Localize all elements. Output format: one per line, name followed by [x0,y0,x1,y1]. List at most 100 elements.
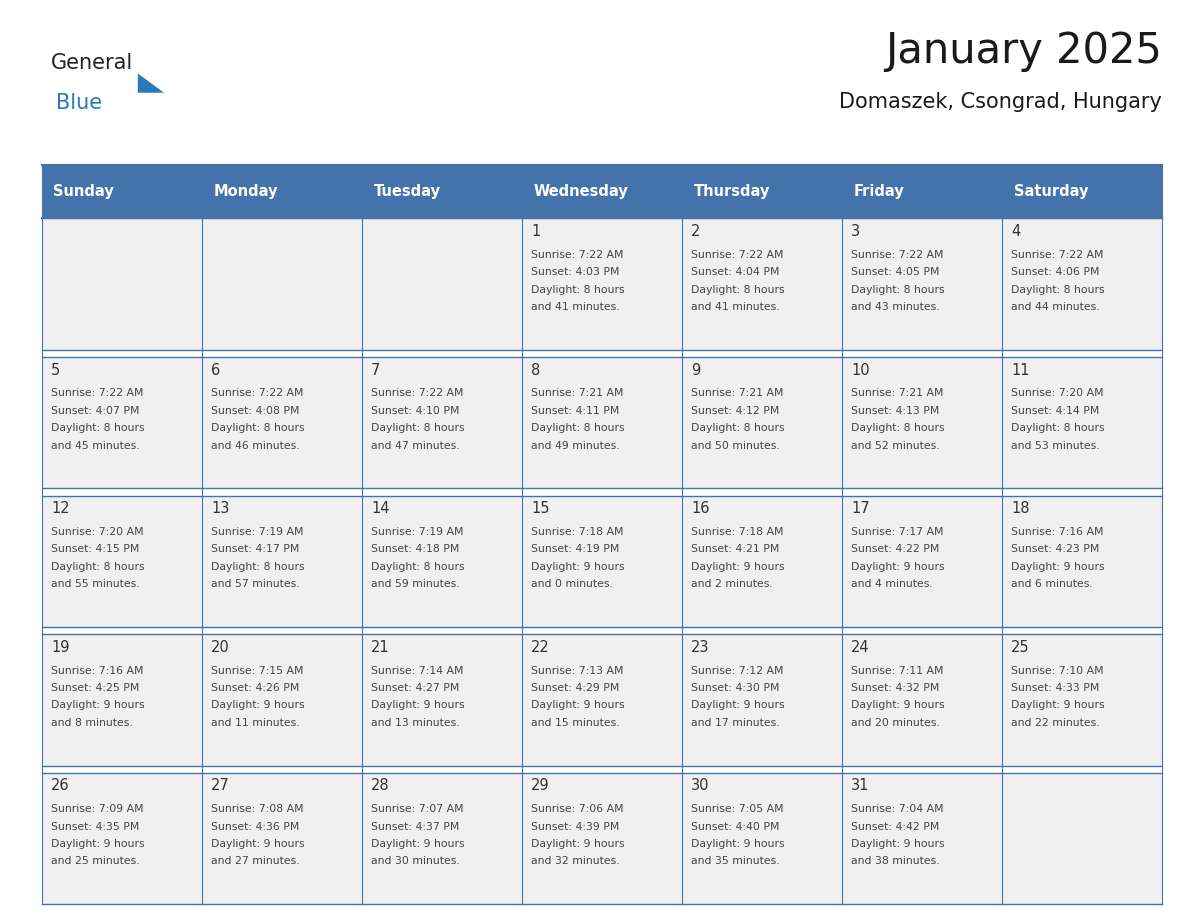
Text: 21: 21 [371,640,390,655]
Text: and 2 minutes.: and 2 minutes. [691,579,773,589]
Bar [522,496,682,627]
Text: General: General [51,53,133,73]
Text: Sunset: 4:10 PM: Sunset: 4:10 PM [371,406,460,416]
Text: Sunset: 4:11 PM: Sunset: 4:11 PM [531,406,620,416]
Text: Sunset: 4:13 PM: Sunset: 4:13 PM [852,406,940,416]
Bar [1001,218,1162,350]
Bar [361,773,522,904]
Text: Sunset: 4:07 PM: Sunset: 4:07 PM [51,406,139,416]
Text: 9: 9 [691,363,701,377]
Text: Sunset: 4:23 PM: Sunset: 4:23 PM [1011,544,1100,554]
Text: and 49 minutes.: and 49 minutes. [531,441,620,451]
Text: Daylight: 8 hours: Daylight: 8 hours [531,285,625,295]
Text: Daylight: 9 hours: Daylight: 9 hours [1011,562,1105,572]
Text: 14: 14 [371,501,390,516]
Text: and 8 minutes.: and 8 minutes. [51,718,133,728]
Text: Daylight: 8 hours: Daylight: 8 hours [1011,423,1105,433]
Text: Sunrise: 7:22 AM: Sunrise: 7:22 AM [211,388,304,398]
Bar [522,773,682,904]
Text: Daylight: 8 hours: Daylight: 8 hours [51,423,145,433]
Text: Daylight: 8 hours: Daylight: 8 hours [211,423,305,433]
Text: 19: 19 [51,640,70,655]
Text: Daylight: 8 hours: Daylight: 8 hours [691,423,785,433]
Text: Sunrise: 7:04 AM: Sunrise: 7:04 AM [852,804,944,814]
Text: Sunset: 4:05 PM: Sunset: 4:05 PM [852,267,940,277]
Text: 30: 30 [691,778,709,793]
Text: Sunrise: 7:21 AM: Sunrise: 7:21 AM [852,388,943,398]
Text: 28: 28 [371,778,390,793]
Text: Sunday: Sunday [53,185,114,199]
Text: Sunrise: 7:22 AM: Sunrise: 7:22 AM [51,388,144,398]
Text: Sunset: 4:14 PM: Sunset: 4:14 PM [1011,406,1100,416]
Bar [842,496,1001,627]
Text: Sunset: 4:30 PM: Sunset: 4:30 PM [691,683,779,693]
Text: Sunrise: 7:15 AM: Sunrise: 7:15 AM [211,666,304,676]
Text: Daylight: 9 hours: Daylight: 9 hours [371,839,465,849]
Text: Sunset: 4:06 PM: Sunset: 4:06 PM [1011,267,1100,277]
Text: Sunset: 4:08 PM: Sunset: 4:08 PM [211,406,299,416]
Bar [842,634,1001,766]
Text: and 25 minutes.: and 25 minutes. [51,856,140,867]
Bar [42,218,202,350]
Text: Friday: Friday [854,185,904,199]
Text: Daylight: 9 hours: Daylight: 9 hours [531,700,625,711]
Text: and 45 minutes.: and 45 minutes. [51,441,140,451]
Text: Sunrise: 7:14 AM: Sunrise: 7:14 AM [371,666,463,676]
Text: Daylight: 8 hours: Daylight: 8 hours [852,285,944,295]
Text: and 50 minutes.: and 50 minutes. [691,441,781,451]
Text: Daylight: 8 hours: Daylight: 8 hours [1011,285,1105,295]
Bar [1001,496,1162,627]
Text: 2: 2 [691,224,701,239]
Text: Monday: Monday [214,185,278,199]
Text: and 20 minutes.: and 20 minutes. [852,718,940,728]
Bar [842,357,1001,488]
Text: 1: 1 [531,224,541,239]
Text: and 13 minutes.: and 13 minutes. [371,718,460,728]
Text: 26: 26 [51,778,70,793]
Text: Sunset: 4:37 PM: Sunset: 4:37 PM [371,822,460,832]
Bar [361,496,522,627]
Text: Daylight: 9 hours: Daylight: 9 hours [211,839,305,849]
Text: 11: 11 [1011,363,1030,377]
Text: Sunrise: 7:10 AM: Sunrise: 7:10 AM [1011,666,1104,676]
Text: Sunset: 4:42 PM: Sunset: 4:42 PM [852,822,940,832]
Text: and 35 minutes.: and 35 minutes. [691,856,779,867]
Text: 24: 24 [852,640,870,655]
Text: Sunset: 4:15 PM: Sunset: 4:15 PM [51,544,139,554]
Text: Daylight: 9 hours: Daylight: 9 hours [531,562,625,572]
Text: Sunset: 4:26 PM: Sunset: 4:26 PM [211,683,299,693]
Text: January 2025: January 2025 [885,30,1162,73]
Bar [1001,773,1162,904]
Text: Sunset: 4:04 PM: Sunset: 4:04 PM [691,267,779,277]
Text: Daylight: 9 hours: Daylight: 9 hours [852,562,944,572]
Text: Sunset: 4:21 PM: Sunset: 4:21 PM [691,544,779,554]
Text: Sunrise: 7:22 AM: Sunrise: 7:22 AM [531,250,624,260]
Text: 25: 25 [1011,640,1030,655]
Bar [682,218,842,350]
Bar [202,357,361,488]
Bar [42,165,1162,218]
Text: Daylight: 8 hours: Daylight: 8 hours [852,423,944,433]
Text: Sunrise: 7:19 AM: Sunrise: 7:19 AM [371,527,463,537]
Polygon shape [138,73,164,93]
Text: Domaszek, Csongrad, Hungary: Domaszek, Csongrad, Hungary [839,92,1162,112]
Text: 22: 22 [531,640,550,655]
Text: Daylight: 8 hours: Daylight: 8 hours [371,423,465,433]
Bar [682,773,842,904]
Text: and 44 minutes.: and 44 minutes. [1011,302,1100,312]
Text: Daylight: 9 hours: Daylight: 9 hours [211,700,305,711]
Text: 16: 16 [691,501,709,516]
Text: Sunrise: 7:08 AM: Sunrise: 7:08 AM [211,804,304,814]
Text: Sunrise: 7:22 AM: Sunrise: 7:22 AM [691,250,784,260]
Text: Sunset: 4:35 PM: Sunset: 4:35 PM [51,822,139,832]
Bar [682,634,842,766]
Bar [682,496,842,627]
Text: and 17 minutes.: and 17 minutes. [691,718,779,728]
Text: 23: 23 [691,640,709,655]
Text: Saturday: Saturday [1013,185,1088,199]
Text: 5: 5 [51,363,61,377]
Text: 18: 18 [1011,501,1030,516]
Text: and 22 minutes.: and 22 minutes. [1011,718,1100,728]
Text: 7: 7 [371,363,380,377]
Text: and 55 minutes.: and 55 minutes. [51,579,140,589]
